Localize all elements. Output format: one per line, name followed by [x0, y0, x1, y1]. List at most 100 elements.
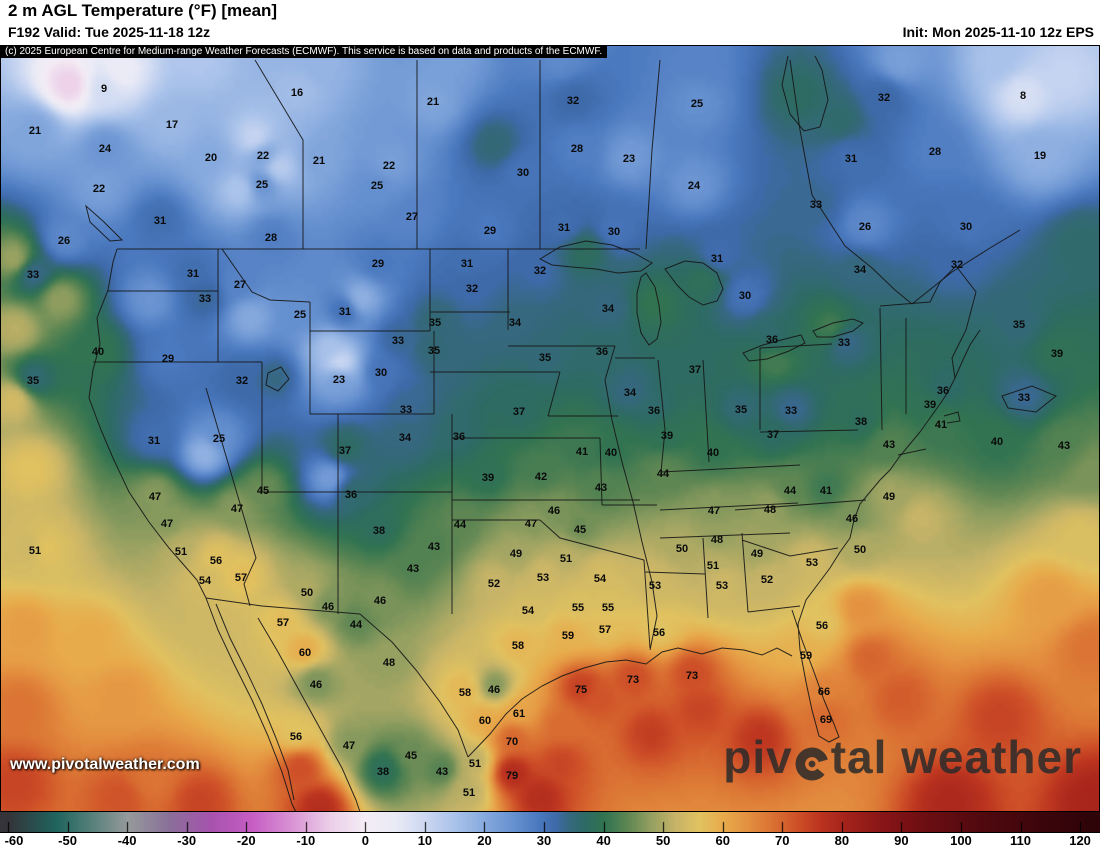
- temp-label: 31: [461, 258, 473, 270]
- temp-label: 73: [686, 670, 698, 682]
- pivotal-swirl-icon: [795, 742, 829, 781]
- colorbar-tick-label: 20: [477, 833, 492, 848]
- temp-label: 24: [99, 143, 112, 155]
- temperature-colorbar: -60 -50 -40 -30 -20 -10 0 10 20 30 40 50 60 70 80 90 100…: [0, 812, 1100, 850]
- border-segment: [659, 532, 791, 539]
- border-segment: [604, 345, 658, 651]
- temp-label: 29: [484, 225, 496, 237]
- temp-label: 33: [810, 199, 822, 211]
- border-segment: [205, 597, 297, 812]
- temp-label: 47: [161, 518, 173, 530]
- temp-label: 56: [290, 731, 302, 743]
- temp-label: 60: [299, 647, 311, 659]
- temp-label: 25: [371, 180, 383, 192]
- temp-label: 46: [488, 684, 500, 696]
- border-segment: [636, 272, 662, 346]
- temp-label: 32: [951, 259, 963, 271]
- pivotal-logo: piv tal weather: [723, 731, 1082, 783]
- border-segment: [781, 55, 829, 132]
- temp-label: 51: [560, 553, 572, 565]
- temp-label: 32: [534, 265, 546, 277]
- colorbar-tick-label: 30: [536, 833, 552, 848]
- temp-label: 25: [691, 98, 703, 110]
- temp-label: 31: [154, 215, 166, 227]
- border-segment: [645, 59, 661, 250]
- border-segment: [747, 605, 801, 613]
- colorbar-tick-label: 10: [417, 833, 433, 848]
- temp-label: 22: [383, 160, 395, 172]
- temp-label: 39: [661, 430, 673, 442]
- border-segment: [844, 245, 977, 379]
- border-segment: [734, 499, 867, 511]
- colorbar-tick-label: -30: [177, 833, 197, 848]
- temp-label: 33: [785, 405, 797, 417]
- temp-label: 25: [256, 179, 268, 191]
- temp-label: 24: [688, 180, 701, 192]
- colorbar-tick-label: 40: [596, 833, 611, 848]
- border-segment: [759, 307, 907, 431]
- temp-label: 36: [937, 385, 949, 397]
- colorbar-tick-label: -10: [296, 833, 316, 848]
- border-segment: [85, 204, 124, 242]
- temp-label: 39: [924, 399, 936, 411]
- temp-label: 28: [571, 143, 583, 155]
- temp-label: 34: [624, 387, 637, 399]
- border-segment: [791, 609, 840, 743]
- border-segment: [644, 571, 706, 575]
- temp-label: 30: [739, 290, 751, 302]
- temp-label: 31: [339, 306, 351, 318]
- temp-label: 52: [761, 574, 773, 586]
- temp-label: 44: [454, 519, 467, 531]
- temp-label: 59: [562, 630, 574, 642]
- temp-label: 35: [1013, 319, 1025, 331]
- temp-label: 43: [407, 563, 419, 575]
- border-segment: [742, 334, 806, 362]
- temp-label: 73: [627, 674, 639, 686]
- border-segment: [789, 59, 846, 247]
- border-segment: [659, 464, 801, 511]
- temp-label: 57: [599, 624, 611, 636]
- border-segment: [599, 437, 603, 506]
- colorbar-tick-label: -50: [58, 833, 77, 848]
- logo-text-left: piv: [723, 731, 793, 783]
- temp-label: 39: [482, 472, 494, 484]
- temp-label: 31: [845, 153, 857, 165]
- border-segment: [741, 532, 749, 613]
- temp-label: 35: [735, 404, 747, 416]
- temp-label: 40: [605, 447, 617, 459]
- colorbar-tick-labels: -60 -50 -40 -30 -20 -10 0 10 20 30 40 50 60 70 80 90 100…: [0, 833, 1100, 850]
- temp-label: 30: [608, 226, 620, 238]
- temp-label: 54: [199, 575, 212, 587]
- temp-label: 53: [716, 580, 728, 592]
- temperature-map[interactable]: 9 16 21 32 25 32 8 21 17 24 20 22 21 22 30 28 23 24 31 28 19…: [0, 45, 1100, 812]
- temp-label: 60: [479, 715, 491, 727]
- meta-row: F192 Valid: Tue 2025-11-18 12z Init: Mon…: [0, 24, 1100, 44]
- temp-label: 48: [764, 504, 776, 516]
- colorbar-tick-label: -20: [236, 833, 256, 848]
- border-segment: [643, 559, 651, 649]
- temp-label: 36: [648, 405, 660, 417]
- border-segment: [538, 240, 653, 274]
- temp-label: 35: [539, 352, 551, 364]
- temp-label: 58: [459, 687, 471, 699]
- border-segment: [205, 387, 257, 607]
- colorbar-tick-label: 90: [894, 833, 909, 848]
- map-header: 2 m AGL Temperature (°F) [mean] F192 Val…: [0, 0, 1100, 45]
- border-segment: [954, 329, 1057, 413]
- temp-label: 41: [820, 485, 832, 497]
- temp-label: 37: [513, 406, 525, 418]
- temp-label: 41: [576, 446, 588, 458]
- temp-label: 43: [883, 439, 895, 451]
- colorbar-tick-label: 80: [834, 833, 850, 848]
- temp-label: 55: [572, 602, 584, 614]
- temp-label: 61: [513, 708, 525, 720]
- temp-label: 58: [512, 640, 524, 652]
- temp-label: 47: [149, 491, 161, 503]
- temp-label: 51: [175, 546, 187, 558]
- temp-label: 43: [595, 482, 607, 494]
- temp-label: 42: [535, 471, 547, 483]
- border-segment: [657, 359, 666, 473]
- temp-label: 19: [1034, 150, 1046, 162]
- temp-label: 35: [27, 375, 39, 387]
- temp-label: 32: [567, 95, 579, 107]
